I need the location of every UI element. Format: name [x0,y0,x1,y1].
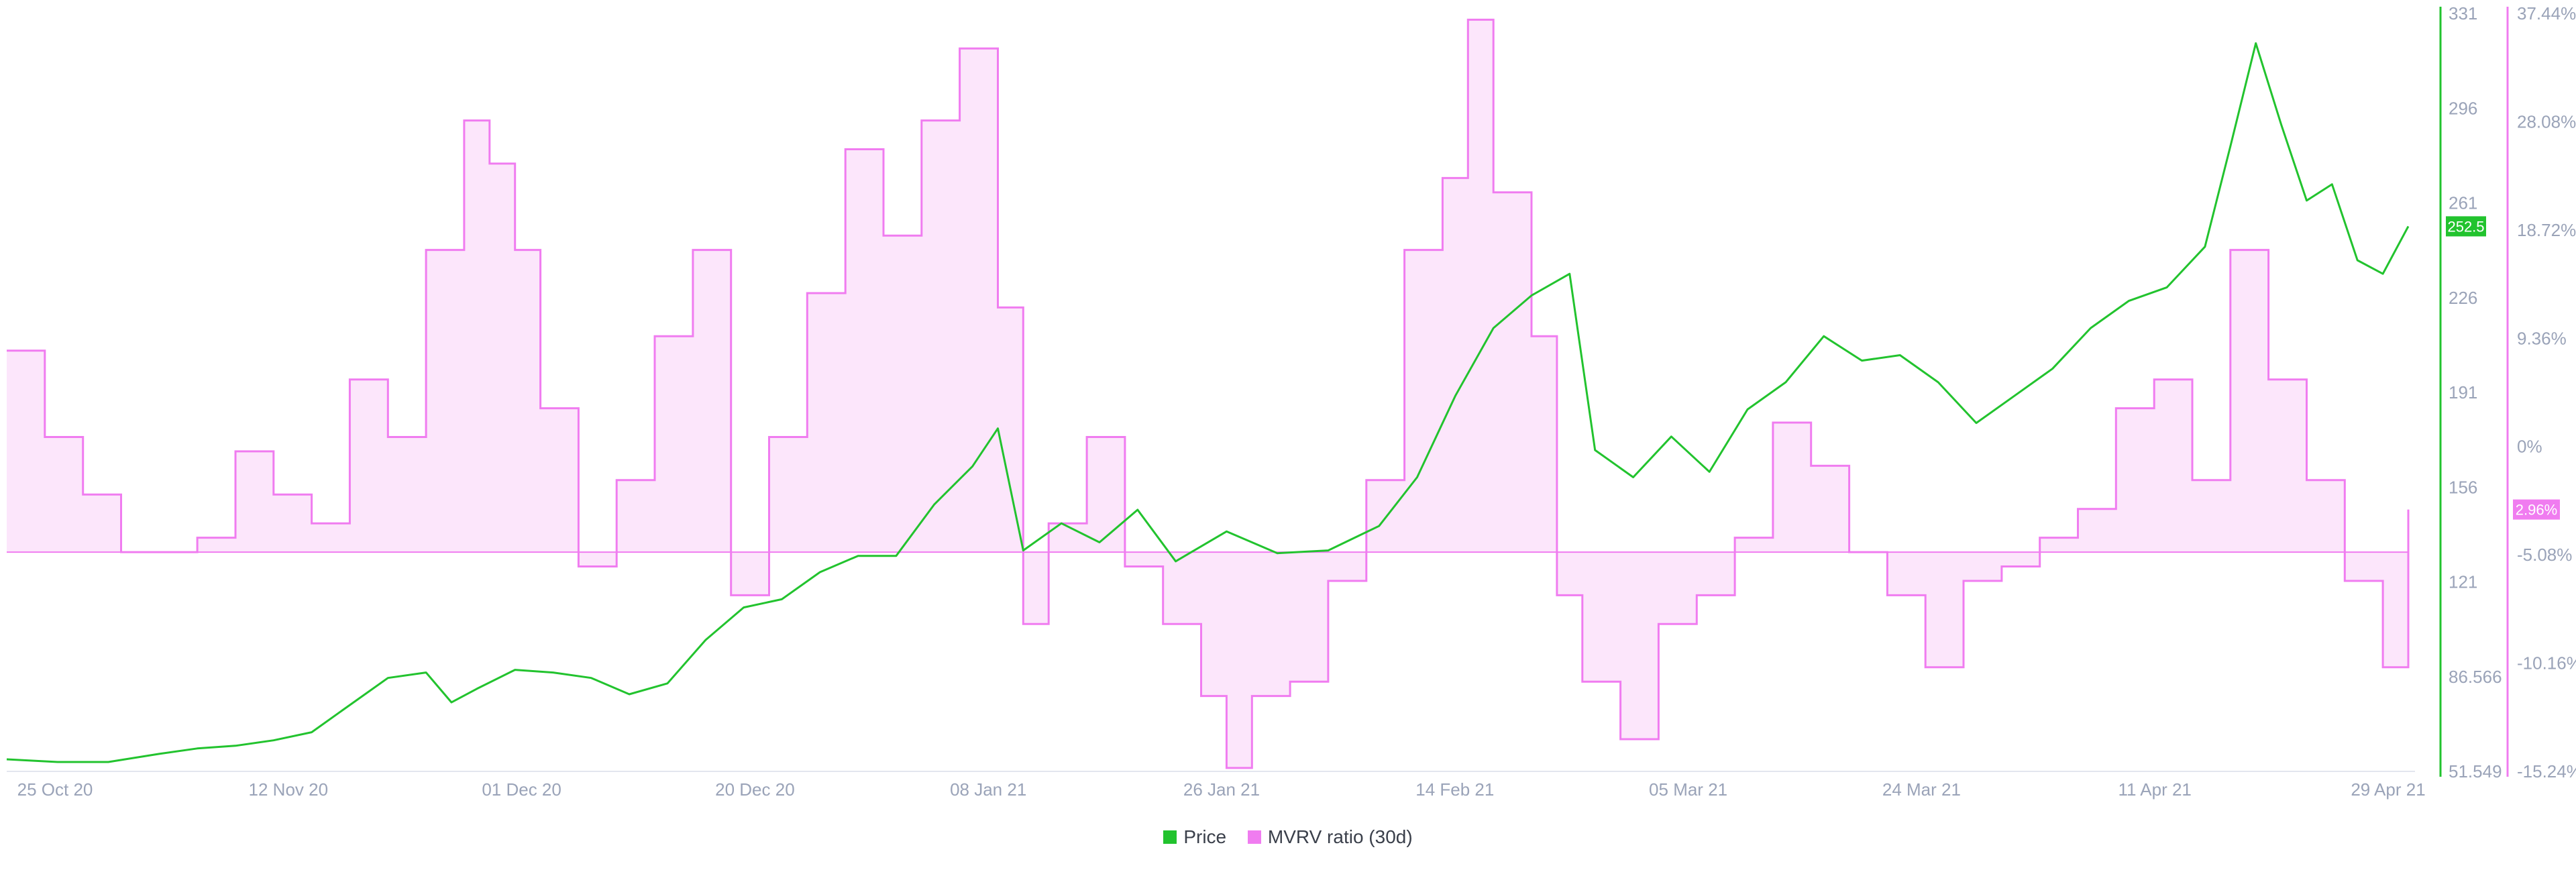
price-tick-label: 226 [2449,288,2477,308]
x-tick-label: 11 Apr 21 [2118,779,2192,800]
x-tick-label: 08 Jan 21 [950,779,1026,800]
x-tick-label: 29 Apr 21 [2351,779,2425,800]
mvrv-tick-label: 18.72% [2517,220,2576,240]
price-tick-label: 51.549 [2449,761,2502,781]
legend-item-price[interactable]: Price [1163,826,1226,848]
x-tick-label: 24 Mar 21 [1882,779,1961,800]
price-last-value-badge [2446,216,2486,237]
mvrv-tick-label: -10.16% [2517,653,2576,673]
price-axis: 331 296 261 226 191 156 121 86.566 51.549 252.5 [2439,3,2502,781]
legend-label-price: Price [1183,826,1227,847]
price-swatch-icon [1163,830,1177,844]
legend-label-mvrv: MVRV ratio (30d) [1267,826,1413,847]
x-tick-label: 05 Mar 21 [1649,779,1727,800]
price-tick-label: 121 [2449,572,2477,592]
mvrv-swatch-icon [1247,830,1261,844]
mvrv-tick-label: 37.44% [2517,3,2576,23]
mvrv-last-value-text: 2.96% [2516,502,2557,519]
mvrv-tick-label: 9.36% [2517,328,2567,348]
x-tick-label: 25 Oct 20 [17,779,93,800]
price-line-group [6,42,2410,763]
legend: Price MVRV ratio (30d) [0,826,2576,849]
price-tick-label: 296 [2449,98,2477,118]
x-tick-label: 12 Nov 20 [249,779,329,800]
mvrv-series-line [7,18,2410,769]
mvrv-tick-label: -15.24% [2517,761,2576,781]
mvrv-axis: 37.44% 28.08% 18.72% 9.36% 0% -5.08% -10.16% -1… [2506,3,2576,781]
mvrv-line-group [6,18,2410,769]
x-axis: 25 Oct 20 12 Nov 20 01 Dec 20 20 Dec 20 08 J… [7,771,2426,800]
price-tick-label: 86.566 [2449,667,2502,687]
price-tick-label: 191 [2449,382,2477,402]
x-tick-label: 01 Dec 20 [482,779,561,800]
price-series-line [6,42,2410,763]
mvrv-tick-label: 0% [2517,437,2542,457]
x-tick-label: 14 Feb 21 [1415,779,1494,800]
mvrv-area-fill [7,19,2408,768]
mvrv-last-value-badge [2513,499,2560,520]
mvrv-tick-label: -5.08% [2517,545,2572,565]
price-tick-label: 331 [2449,3,2477,23]
mvrv-tick-label: 28.08% [2517,111,2576,131]
legend-item-mvrv[interactable]: MVRV ratio (30d) [1247,826,1413,848]
price-tick-label: 156 [2449,477,2477,497]
price-last-value-text: 252.5 [2447,218,2484,235]
mvrv-area [7,19,2408,768]
x-tick-label: 26 Jan 21 [1183,779,1260,800]
price-tick-label: 261 [2449,193,2477,213]
x-tick-label: 20 Dec 20 [715,779,795,800]
